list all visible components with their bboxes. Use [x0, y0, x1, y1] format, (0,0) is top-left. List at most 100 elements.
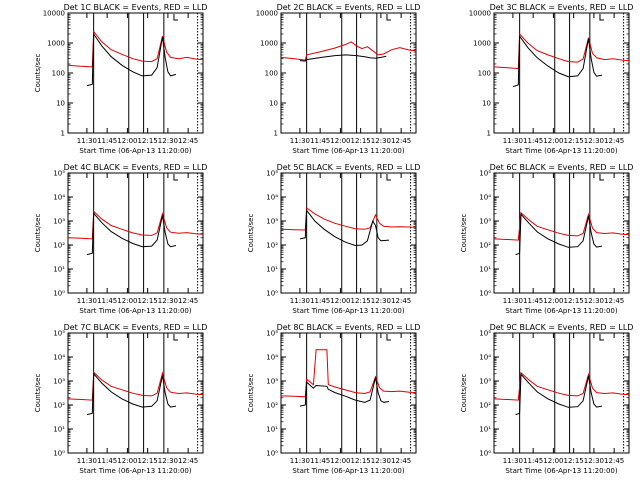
- y-tick-label: 100: [52, 70, 65, 78]
- panel-title: Det 7C BLACK = Events, RED = LLD: [64, 323, 208, 332]
- x-tick-label: 11:30: [503, 297, 523, 305]
- y-tick-label: 10⁰: [266, 450, 278, 458]
- x-tick-label: 12:45: [391, 137, 411, 145]
- interval-bracket-glyph: [386, 14, 391, 21]
- interval-bracket-glyph: [386, 334, 391, 341]
- x-tick-label: 12:30: [371, 137, 391, 145]
- x-tick-label: 12:00: [117, 297, 137, 305]
- x-tick-label: 12:45: [391, 457, 411, 465]
- x-tick-label: 11:45: [310, 297, 330, 305]
- x-tick-label: 12:45: [604, 297, 624, 305]
- x-tick-label: 12:30: [158, 297, 178, 305]
- x-tick-label: 11:30: [77, 137, 97, 145]
- y-tick-label: 10²: [53, 242, 65, 250]
- panel-title: Det 5C BLACK = Events, RED = LLD: [277, 163, 421, 172]
- y-tick-label: 10⁴: [479, 194, 491, 202]
- panel-2: 1 10 100 1000 10000 11:30 11:45 12:00 12:15 12:30…: [256, 3, 421, 155]
- y-tick-label: 1000: [47, 40, 65, 48]
- x-tick-label: 12:15: [564, 297, 584, 305]
- y-tick-label: 10¹: [53, 266, 65, 274]
- x-axis-label: Start Time (06-Apr-13 11:20:00): [79, 147, 191, 155]
- x-tick-label: 12:30: [158, 457, 178, 465]
- x-tick-label: 12:45: [178, 137, 198, 145]
- series-events-line: [515, 373, 603, 416]
- series-lld-line: [493, 32, 630, 70]
- y-tick-label: 10000: [469, 10, 491, 18]
- x-tick-label: 12:00: [117, 137, 137, 145]
- series-events-line: [299, 377, 390, 407]
- plot-frame: [67, 172, 204, 294]
- panel-title: Det 9C BLACK = Events, RED = LLD: [490, 323, 634, 332]
- plot-frame: [493, 12, 630, 134]
- plot-frame: [280, 172, 417, 294]
- x-tick-label: 12:15: [138, 297, 158, 305]
- x-tick-label: 11:45: [523, 137, 543, 145]
- panel-title: Det 6C BLACK = Events, RED = LLD: [490, 163, 634, 172]
- y-tick-label: 10¹: [266, 266, 278, 274]
- y-axis-label: Counts/sec: [460, 214, 468, 253]
- x-tick-label: 12:15: [138, 457, 158, 465]
- series-lld-line: [280, 206, 417, 231]
- y-tick-label: 1000: [260, 40, 278, 48]
- x-tick-label: 11:30: [503, 137, 523, 145]
- interval-bracket-glyph: [599, 174, 604, 181]
- x-tick-label: 11:45: [523, 297, 543, 305]
- y-tick-label: 10²: [266, 402, 278, 410]
- y-axis-label: Counts/sec: [247, 374, 255, 413]
- interval-bracket-glyph: [599, 334, 604, 341]
- x-tick-label: 11:30: [290, 297, 310, 305]
- interval-bracket-glyph: [173, 14, 178, 21]
- x-tick-label: 12:45: [604, 457, 624, 465]
- x-tick-label: 12:30: [584, 457, 604, 465]
- series-lld-line: [67, 371, 204, 401]
- plot-frame: [280, 12, 417, 134]
- interval-bracket-glyph: [599, 14, 604, 21]
- series-events-line: [299, 208, 390, 247]
- y-tick-label: 10⁵: [53, 330, 65, 338]
- y-tick-label: 10¹: [53, 426, 65, 434]
- x-tick-label: 11:30: [503, 457, 523, 465]
- panel-title: Det 3C BLACK = Events, RED = LLD: [490, 3, 634, 12]
- x-tick-label: 12:30: [158, 137, 178, 145]
- panel-title: Det 4C BLACK = Events, RED = LLD: [64, 163, 208, 172]
- x-tick-label: 12:00: [330, 457, 350, 465]
- y-tick-label: 10²: [266, 242, 278, 250]
- x-tick-label: 12:00: [330, 297, 350, 305]
- x-tick-label: 12:30: [371, 297, 391, 305]
- x-tick-label: 12:15: [564, 457, 584, 465]
- x-axis-label: Start Time (06-Apr-13 11:20:00): [292, 307, 404, 315]
- x-tick-label: 12:30: [584, 137, 604, 145]
- x-tick-label: 11:45: [523, 457, 543, 465]
- y-tick-label: 10⁴: [479, 354, 491, 362]
- x-axis-label: Start Time (06-Apr-13 11:20:00): [79, 467, 191, 475]
- interval-bracket-glyph: [173, 174, 178, 181]
- interval-bracket-glyph: [386, 174, 391, 181]
- y-tick-label: 10000: [43, 10, 65, 18]
- y-tick-label: 1000: [473, 40, 491, 48]
- y-tick-label: 10: [56, 100, 65, 108]
- y-tick-label: 10³: [266, 218, 278, 226]
- x-tick-label: 12:15: [564, 137, 584, 145]
- y-tick-label: 10³: [479, 378, 491, 386]
- series-lld-line: [280, 41, 417, 61]
- y-tick-label: 1: [274, 130, 278, 138]
- x-tick-label: 12:15: [351, 457, 371, 465]
- y-tick-label: 10⁰: [479, 290, 491, 298]
- x-tick-label: 12:00: [330, 137, 350, 145]
- y-tick-label: 100: [478, 70, 491, 78]
- y-tick-label: 10²: [53, 402, 65, 410]
- series-lld-line: [493, 211, 630, 241]
- x-tick-label: 12:00: [543, 137, 563, 145]
- x-tick-label: 12:45: [604, 137, 624, 145]
- panel-3: 1 10 100 1000 10000 11:30 11:45 12:00 12:15 12:30…: [469, 3, 634, 155]
- y-tick-label: 10¹: [479, 426, 491, 434]
- x-tick-label: 11:45: [97, 457, 117, 465]
- x-tick-label: 12:00: [543, 297, 563, 305]
- y-axis-label: Counts/sec: [34, 374, 42, 413]
- x-tick-label: 11:30: [77, 457, 97, 465]
- y-tick-label: 10000: [256, 10, 278, 18]
- series-events-line: [515, 213, 603, 256]
- x-tick-label: 11:45: [97, 297, 117, 305]
